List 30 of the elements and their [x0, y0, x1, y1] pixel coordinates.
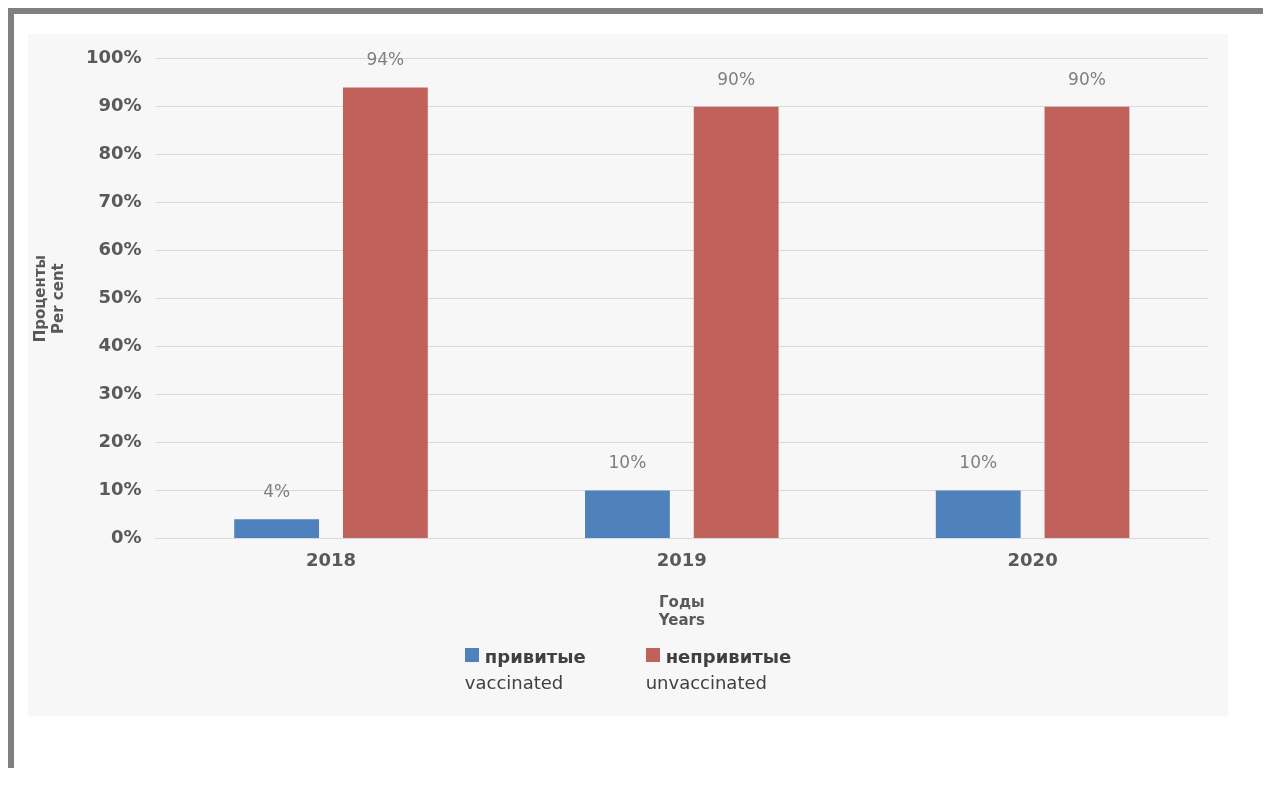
x-tick-label: 2020	[1007, 548, 1058, 570]
data-label: 4%	[263, 481, 291, 502]
bar	[1044, 106, 1130, 538]
y-tick-label: 70%	[98, 190, 142, 212]
bar	[935, 490, 1021, 538]
legend-label: привитые vaccinated	[464, 645, 586, 695]
y-tick-label: 10%	[98, 478, 142, 500]
y-tick-label: 80%	[98, 142, 142, 164]
bar	[342, 87, 428, 538]
y-tick-label: 0%	[111, 526, 142, 548]
legend-label: непривитые unvaccinated	[645, 645, 792, 695]
data-label: 94%	[366, 49, 405, 70]
y-tick-label: 40%	[98, 334, 142, 356]
bar	[693, 106, 779, 538]
bar	[585, 490, 670, 538]
data-label: 90%	[717, 68, 756, 89]
y-tick-label: 20%	[98, 430, 142, 452]
y-axis-title: Проценты Per cent	[30, 254, 67, 343]
y-tick-label: 100%	[86, 46, 142, 68]
data-label: 10%	[608, 452, 647, 473]
y-tick-label: 30%	[98, 382, 142, 404]
x-axis-title: Годы Years	[657, 592, 705, 629]
y-tick-label: 90%	[98, 94, 142, 116]
bar	[234, 519, 320, 538]
data-label: 90%	[1068, 68, 1106, 89]
data-label: 10%	[959, 452, 998, 473]
y-tick-label: 50%	[98, 286, 142, 308]
x-tick-label: 2018	[305, 548, 357, 570]
y-tick-label: 60%	[98, 238, 142, 260]
x-tick-label: 2019	[656, 548, 707, 570]
